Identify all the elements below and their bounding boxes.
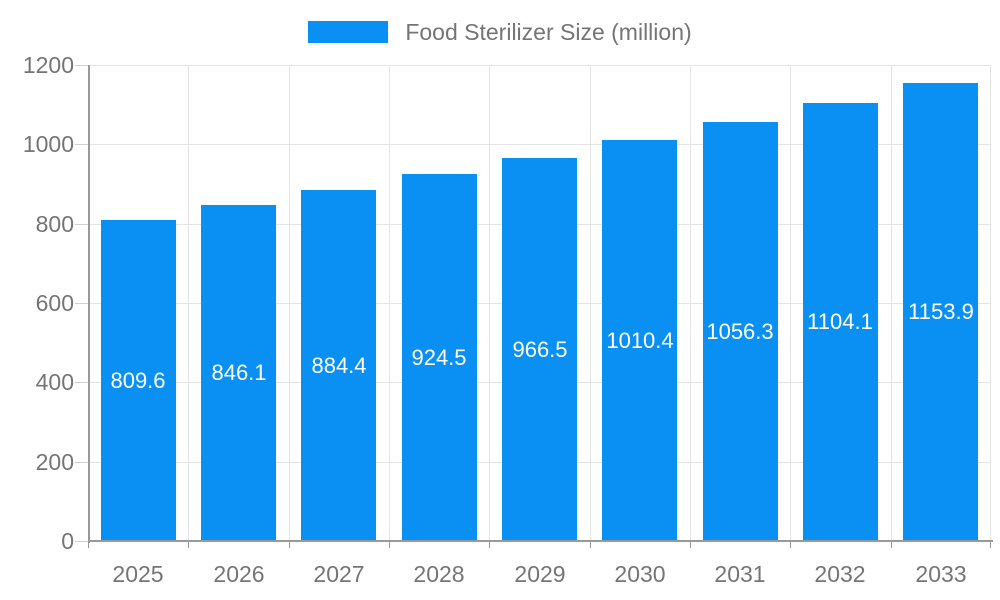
- y-axis-label: 400: [35, 369, 74, 395]
- x-axis-tick: [289, 541, 290, 548]
- bar-2032: [803, 103, 878, 541]
- bar-value-label: 809.6: [110, 368, 166, 393]
- gridline-vertical: [690, 65, 691, 541]
- gridline-vertical: [489, 65, 490, 541]
- y-axis-tick: [75, 65, 88, 66]
- x-axis-tick: [891, 541, 892, 548]
- plot-area: 809.6 846.1 884.4 924.5 966.5 1010.4 1056.3 110…: [75, 65, 993, 548]
- x-axis-tick: [188, 541, 189, 548]
- x-axis-tick: [489, 541, 490, 548]
- x-axis-label: 2033: [915, 561, 967, 587]
- x-axis-tick: [389, 541, 390, 548]
- x-axis-label: 2025: [112, 561, 164, 587]
- bar-2033: [903, 83, 978, 541]
- gridline-horizontal: [88, 65, 991, 66]
- gridline-vertical: [891, 65, 892, 541]
- x-axis-tick: [990, 541, 991, 548]
- bar-value-label: 884.4: [311, 353, 367, 378]
- legend: Food Sterilizer Size (million): [0, 18, 1000, 46]
- y-axis-label: 0: [61, 528, 74, 554]
- x-axis-tick: [790, 541, 791, 548]
- bar-2026: [201, 205, 276, 541]
- y-axis-label: 600: [35, 290, 74, 316]
- bar-2027: [301, 190, 376, 541]
- gridline-vertical: [990, 65, 991, 541]
- y-axis-tick: [75, 541, 88, 542]
- x-axis-line: [88, 540, 993, 542]
- bar-value-label: 966.5: [512, 337, 568, 362]
- gridline-vertical: [188, 65, 189, 541]
- x-axis-tick: [690, 541, 691, 548]
- gridline-vertical: [590, 65, 591, 541]
- bar-2030: [602, 140, 677, 541]
- bar-value-label: 924.5: [411, 345, 467, 370]
- bar-value-label: 1056.3: [706, 319, 774, 344]
- x-axis-label: 2027: [313, 561, 365, 587]
- bar-value-label: 1010.4: [606, 328, 674, 353]
- bar-2028: [402, 174, 477, 541]
- x-axis-tick: [590, 541, 591, 548]
- y-axis-line: [88, 65, 90, 543]
- y-axis-label: 1000: [22, 131, 74, 157]
- gridline-vertical: [389, 65, 390, 541]
- x-axis-label: 2028: [413, 561, 465, 587]
- y-axis-tick: [75, 144, 88, 145]
- bar-value-label: 1153.9: [908, 299, 974, 324]
- y-axis-tick: [75, 462, 88, 463]
- y-axis-tick: [75, 382, 88, 383]
- x-axis-label: 2029: [514, 561, 566, 587]
- y-axis-label: 1200: [22, 52, 74, 78]
- gridline-vertical: [289, 65, 290, 541]
- x-axis-label: 2031: [714, 561, 766, 587]
- legend-label[interactable]: Food Sterilizer Size (million): [405, 19, 692, 45]
- bar-2031: [703, 122, 778, 541]
- bar-value-label: 846.1: [211, 360, 267, 385]
- y-axis-label: 200: [35, 449, 74, 475]
- y-axis-tick: [75, 303, 88, 304]
- x-axis-label: 2030: [614, 561, 666, 587]
- x-axis-label: 2026: [213, 561, 265, 587]
- gridline-horizontal: [88, 144, 991, 145]
- gridline-vertical: [790, 65, 791, 541]
- legend-swatch[interactable]: [308, 21, 389, 43]
- x-axis-tick: [88, 541, 89, 548]
- x-axis-label: 2032: [814, 561, 866, 587]
- bar-value-label: 1104.1: [807, 309, 873, 334]
- bar-2025: [101, 220, 176, 541]
- y-axis-tick: [75, 224, 88, 225]
- bar-2029: [502, 158, 577, 541]
- y-axis-label: 800: [35, 211, 74, 237]
